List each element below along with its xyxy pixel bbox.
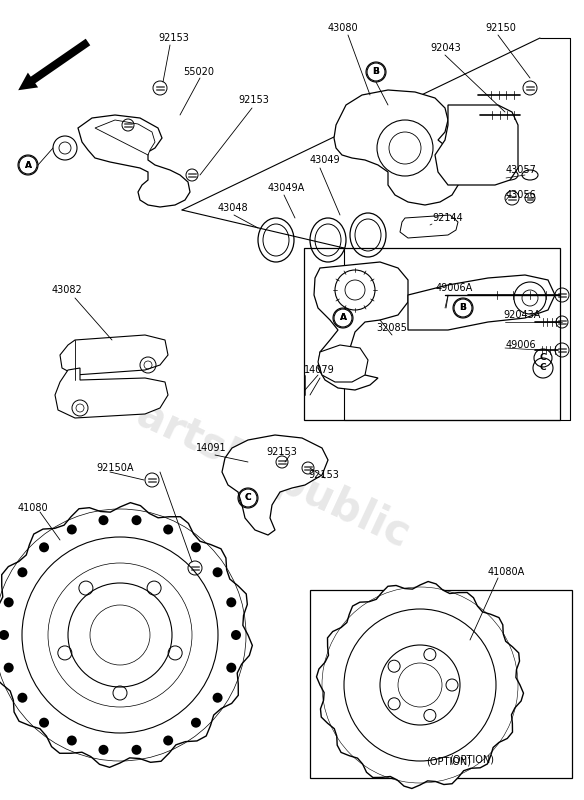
- Text: 43082: 43082: [52, 285, 83, 295]
- Circle shape: [39, 718, 49, 728]
- Text: 43048: 43048: [218, 203, 249, 213]
- Text: A: A: [25, 161, 32, 170]
- Text: 41080A: 41080A: [488, 567, 525, 577]
- Text: 43080: 43080: [328, 23, 359, 33]
- Polygon shape: [222, 435, 328, 535]
- Text: 92153: 92153: [238, 95, 269, 105]
- Polygon shape: [317, 582, 523, 789]
- Polygon shape: [408, 275, 555, 330]
- Polygon shape: [60, 335, 168, 375]
- Text: 43049A: 43049A: [268, 183, 305, 193]
- Text: 92150A: 92150A: [96, 463, 134, 473]
- Circle shape: [191, 542, 201, 552]
- FancyArrow shape: [18, 38, 91, 90]
- Text: 92150: 92150: [485, 23, 516, 33]
- Text: PartsRepublic: PartsRepublic: [103, 382, 416, 558]
- Polygon shape: [435, 105, 518, 185]
- Text: A: A: [339, 314, 346, 322]
- Circle shape: [18, 693, 27, 702]
- Text: 14079: 14079: [304, 365, 335, 375]
- Polygon shape: [78, 115, 190, 207]
- Circle shape: [99, 515, 109, 525]
- Circle shape: [191, 718, 201, 728]
- Text: 32085: 32085: [376, 323, 407, 333]
- Text: 92153: 92153: [308, 470, 339, 480]
- Text: 14091: 14091: [196, 443, 227, 453]
- Bar: [304, 248, 560, 420]
- Polygon shape: [318, 345, 368, 382]
- Text: C: C: [540, 354, 546, 362]
- Circle shape: [4, 662, 13, 673]
- Circle shape: [231, 630, 241, 640]
- Text: 43057: 43057: [506, 165, 537, 175]
- Text: 92043: 92043: [430, 43, 461, 53]
- Circle shape: [163, 525, 173, 534]
- Text: B: B: [460, 303, 467, 313]
- Text: 49006A: 49006A: [436, 283, 473, 293]
- Circle shape: [67, 525, 77, 534]
- Circle shape: [4, 598, 13, 607]
- Text: 41080: 41080: [18, 503, 48, 513]
- Polygon shape: [334, 90, 462, 205]
- Circle shape: [163, 735, 173, 746]
- Bar: [310, 590, 572, 778]
- Text: 43049: 43049: [310, 155, 340, 165]
- Text: B: B: [460, 303, 467, 313]
- Text: 55020: 55020: [183, 67, 214, 77]
- Text: 92043A: 92043A: [503, 310, 540, 320]
- Text: 92153: 92153: [158, 33, 189, 43]
- Text: C: C: [245, 494, 251, 502]
- Text: A: A: [339, 314, 346, 322]
- Text: B: B: [373, 67, 380, 77]
- Text: 92144: 92144: [432, 213, 463, 223]
- Circle shape: [213, 693, 223, 702]
- Text: (OPTION): (OPTION): [449, 755, 494, 765]
- Text: 43056: 43056: [506, 190, 537, 200]
- Circle shape: [0, 630, 9, 640]
- Circle shape: [227, 598, 237, 607]
- Polygon shape: [0, 502, 252, 767]
- Circle shape: [131, 745, 141, 755]
- Circle shape: [67, 735, 77, 746]
- Text: A: A: [25, 161, 32, 170]
- Circle shape: [131, 515, 141, 525]
- Circle shape: [18, 567, 27, 578]
- Polygon shape: [400, 215, 458, 238]
- Polygon shape: [314, 262, 408, 390]
- Circle shape: [99, 745, 109, 755]
- Text: B: B: [373, 67, 380, 77]
- Circle shape: [227, 662, 237, 673]
- Text: 49006: 49006: [506, 340, 537, 350]
- Text: 92153: 92153: [266, 447, 297, 457]
- Circle shape: [213, 567, 223, 578]
- Polygon shape: [55, 368, 168, 418]
- Polygon shape: [95, 120, 155, 155]
- Circle shape: [39, 542, 49, 552]
- Text: C: C: [540, 363, 546, 373]
- Text: C: C: [245, 494, 251, 502]
- Text: (OPTION): (OPTION): [426, 757, 471, 767]
